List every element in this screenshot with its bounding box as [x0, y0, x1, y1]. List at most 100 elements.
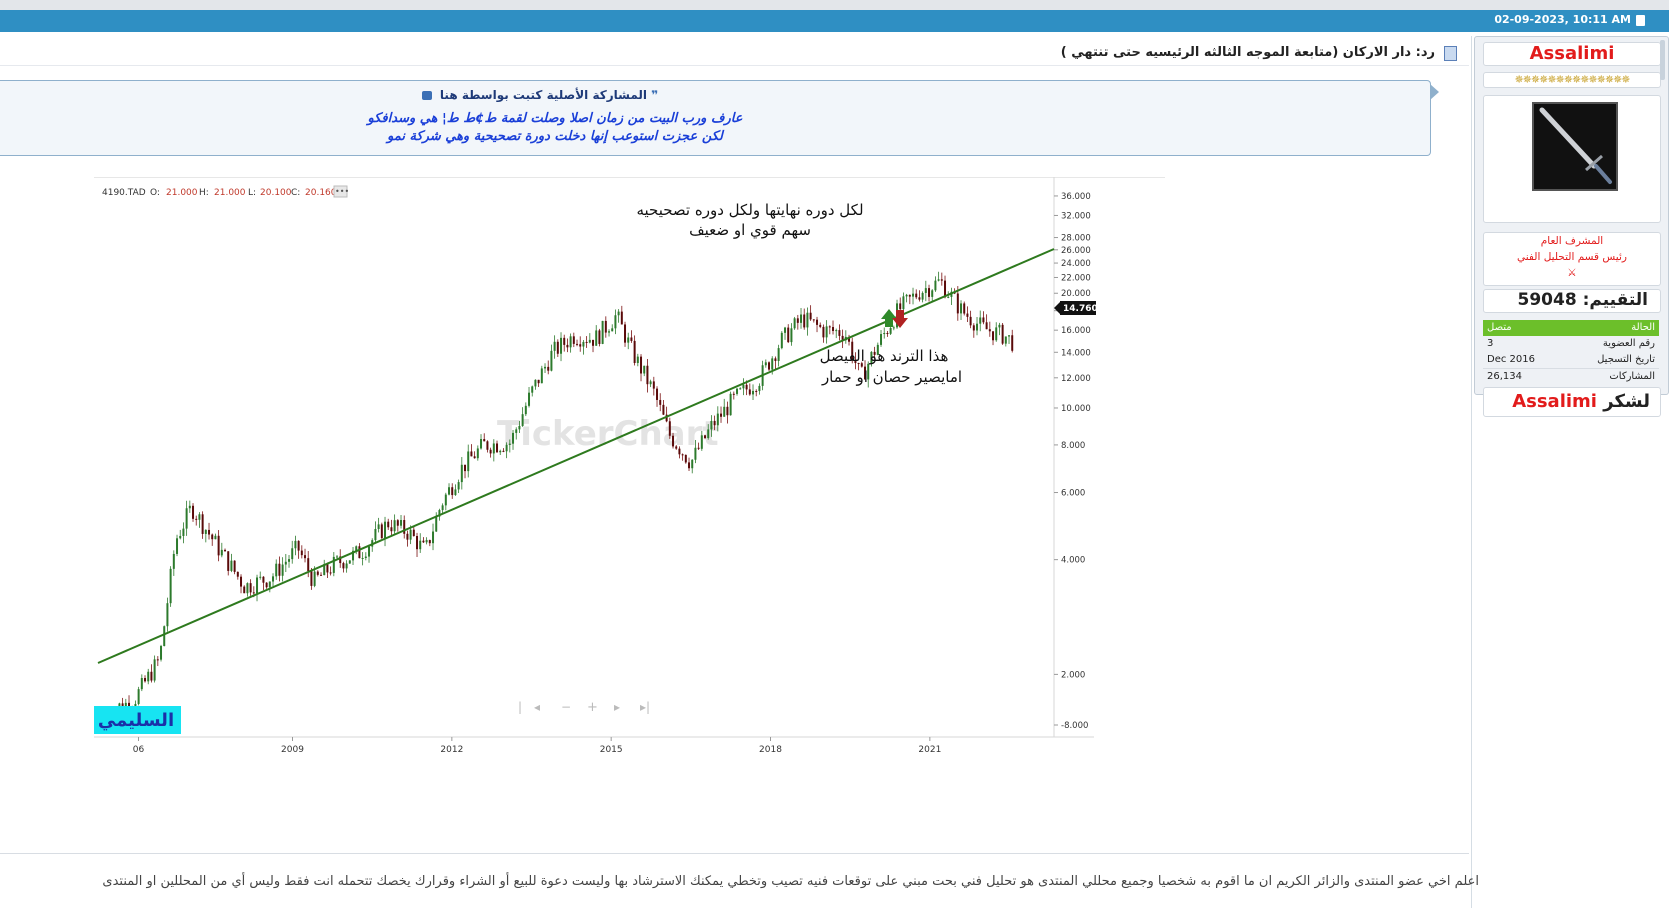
candle-body — [329, 572, 332, 574]
chart-options-icon[interactable] — [333, 185, 348, 198]
chart-navigation[interactable]: | ◂ − + ▸ ▸| — [518, 700, 650, 715]
candle-body — [521, 414, 524, 426]
zoom-in-icon[interactable]: + — [587, 700, 598, 715]
annotation-horse-donkey: امايصير حصان او حمار — [821, 368, 962, 386]
info-row-member-id: رقم العضوية 3 — [1483, 336, 1659, 352]
candle-body — [195, 518, 198, 520]
candle-body — [390, 527, 393, 532]
candle-body — [150, 671, 153, 681]
stock-chart: 4190.TAD O: 21.000 H: 21.000 L: 20.100 C… — [94, 177, 1165, 779]
candle-body — [406, 533, 409, 540]
candle-body — [304, 555, 307, 559]
candle-body — [508, 443, 511, 445]
candle-body — [768, 362, 771, 370]
view-post-icon[interactable] — [421, 91, 432, 100]
candle-body — [489, 449, 492, 454]
candle-body — [275, 563, 278, 577]
candle-body — [617, 311, 620, 316]
candle-body — [787, 327, 790, 343]
candle-body — [924, 288, 927, 293]
candle-body — [272, 576, 275, 582]
time-axis-ticks: 06 2009 2012 2015 2018 2021 — [133, 737, 941, 755]
candle-body — [396, 520, 399, 526]
candle-body — [947, 296, 950, 298]
candle-body — [595, 330, 598, 346]
candle-body — [809, 312, 812, 320]
thanks-button[interactable]: لشكر Assalimi — [1483, 387, 1661, 417]
candle-body — [614, 315, 617, 329]
candle-body — [992, 331, 995, 341]
price-tick-label: 4.000 — [1061, 556, 1085, 566]
candle-body — [336, 556, 339, 558]
candle-body — [486, 441, 489, 450]
candle-body — [409, 529, 412, 540]
candle-body — [454, 489, 457, 496]
document-icon — [1636, 15, 1645, 26]
candle-body — [531, 386, 534, 393]
candle-body — [940, 279, 943, 281]
candle-body — [915, 293, 918, 298]
quote-header: ❞ المشاركة الأصلية كتبت بواسطة هنا — [0, 88, 1080, 102]
candle-body — [636, 356, 639, 363]
nav-start-icon[interactable]: | — [518, 700, 522, 714]
candle-body — [444, 494, 447, 506]
sidebar-scrollbar[interactable] — [1660, 40, 1665, 80]
candle-body — [211, 534, 214, 540]
candle-body — [422, 540, 425, 543]
candle-body — [512, 432, 515, 444]
info-key: المشاركات — [1609, 371, 1655, 382]
avatar[interactable] — [1532, 102, 1618, 191]
candle-body — [835, 330, 838, 332]
candle-body — [460, 464, 463, 483]
post-date-bar: 02-09-2023, 10:11 AM — [0, 10, 1669, 32]
candle-body — [249, 583, 252, 593]
zoom-out-icon[interactable]: − — [561, 700, 571, 714]
candle-body — [784, 327, 787, 333]
price-tick-label: 10.000 — [1061, 404, 1091, 414]
price-tick-label: 26.000 — [1061, 246, 1091, 256]
candle-body — [476, 448, 479, 459]
nav-end-icon[interactable]: ▸| — [640, 700, 650, 714]
rank-stars: ✵✵✵✵✵✵✵✵✵✵✵✵✵✵ — [1483, 72, 1661, 88]
candle-body — [908, 294, 911, 297]
candle-body — [851, 341, 854, 360]
candle-body — [963, 303, 966, 314]
candle-body — [432, 531, 435, 544]
candle-body — [608, 331, 611, 333]
candle-body — [256, 577, 259, 594]
candle-body — [147, 671, 150, 682]
candle-body — [880, 334, 883, 345]
candle-body — [726, 406, 729, 416]
candle-body — [473, 456, 476, 459]
candle-body — [848, 336, 851, 342]
candle-body — [144, 678, 147, 682]
browser-top-strip — [0, 0, 1669, 10]
candle-body — [345, 563, 348, 569]
info-value: Dec 2016 — [1487, 354, 1535, 365]
candle-body — [368, 546, 371, 557]
candle-body — [998, 324, 1001, 328]
candle-body — [633, 340, 636, 363]
nav-prev-icon[interactable]: ◂ — [534, 700, 540, 714]
post-title-bar: رد: دار الاركان (متابعة الموجه الثالثه ا… — [0, 40, 1469, 66]
candle-body — [220, 549, 223, 556]
candle-body — [713, 420, 716, 426]
thanks-user: Assalimi — [1512, 391, 1597, 412]
candle-body — [204, 529, 207, 534]
annotation-trend: هذا الترند هو الفيصل — [820, 347, 949, 365]
candle-body — [377, 524, 380, 529]
candle-body — [611, 328, 614, 332]
candle-body — [659, 399, 662, 405]
post-date: 02-09-2023, 10:11 AM — [1494, 13, 1631, 26]
username[interactable]: Assalimi — [1483, 42, 1661, 66]
last-price-tag — [1060, 301, 1096, 315]
candle-body — [825, 326, 828, 338]
info-key: تاريخ التسجيل — [1597, 354, 1655, 365]
candle-body — [547, 366, 550, 371]
candle-body — [288, 559, 291, 562]
candle-body — [208, 529, 211, 535]
candle-body — [662, 404, 665, 415]
nav-next-icon[interactable]: ▸ — [614, 700, 620, 714]
candle-body — [710, 420, 713, 430]
candle-body — [1001, 324, 1004, 344]
